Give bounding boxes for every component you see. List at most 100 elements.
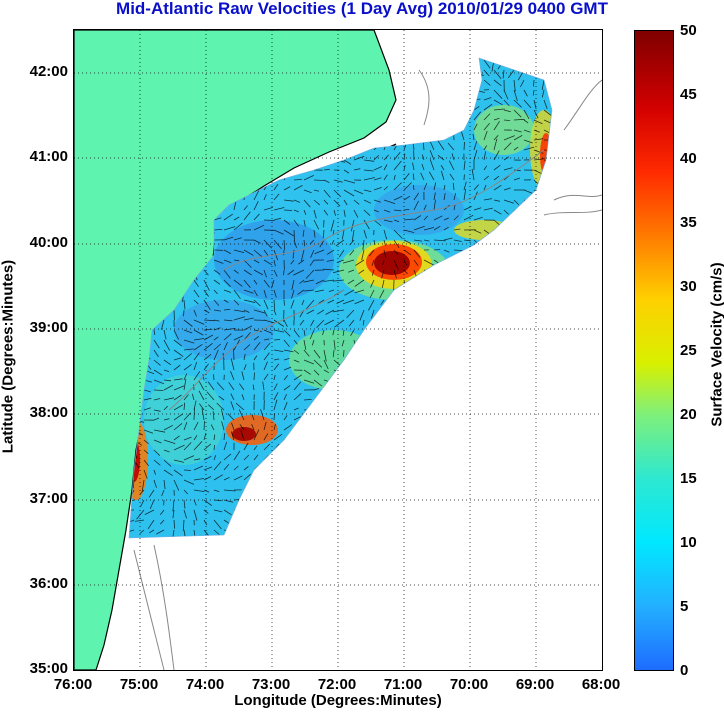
colorbar-tick-label: 40: [680, 150, 697, 167]
velocity-arrow: [363, 189, 372, 192]
velocity-arrow: [218, 395, 225, 401]
velocity-arrow: [243, 344, 251, 351]
velocity-arrow: [338, 529, 345, 532]
velocity-arrow: [423, 59, 430, 66]
velocity-arrow: [253, 224, 265, 231]
velocity-arrow: [403, 165, 406, 171]
velocity-arrow: [519, 489, 525, 498]
velocity-arrow: [193, 309, 197, 317]
velocity-arrow: [443, 289, 449, 295]
velocity-arrow: [230, 393, 235, 401]
velocity-arrow: [323, 369, 329, 374]
velocity-arrow: [361, 249, 365, 261]
velocity-arrow: [393, 379, 397, 391]
velocity-arrow: [553, 350, 554, 362]
velocity-arrow: [511, 259, 515, 267]
velocity-arrow: [172, 529, 175, 538]
velocity-arrow: [463, 85, 473, 91]
velocity-arrow: [503, 449, 513, 453]
velocity-arrow: [483, 409, 489, 421]
velocity-arrow: [153, 329, 156, 336]
velocity-arrow: [535, 269, 545, 277]
velocity-arrow: [243, 499, 253, 504]
velocity-arrow: [303, 169, 315, 171]
velocity-arrow: [453, 509, 465, 513]
velocity-arrow: [536, 277, 545, 281]
velocity-arrow: [203, 466, 213, 471]
velocity-arrow: [153, 389, 164, 391]
velocity-arrow: [393, 145, 397, 151]
velocity-arrow: [213, 374, 215, 381]
velocity-arrow: [373, 416, 379, 421]
velocity-arrow: [233, 450, 241, 461]
map-plot-area[interactable]: [73, 29, 603, 671]
velocity-arrow: [353, 469, 357, 475]
velocity-arrow: [463, 489, 474, 491]
velocity-arrow: [354, 299, 365, 305]
velocity-arrow: [381, 279, 385, 288]
colorbar-tick-label: 15: [680, 470, 697, 487]
velocity-arrow: [263, 479, 276, 482]
velocity-arrow: [347, 509, 355, 512]
velocity-arrow: [293, 239, 297, 248]
velocity-arrow: [403, 79, 413, 83]
velocity-arrow: [538, 59, 545, 66]
velocity-arrow: [203, 342, 213, 351]
velocity-arrow: [210, 424, 215, 431]
velocity-arrow: [443, 237, 453, 241]
velocity-arrow: [132, 479, 135, 489]
velocity-arrow: [503, 385, 509, 391]
velocity-arrow: [443, 86, 449, 91]
velocity-arrow: [307, 519, 315, 522]
velocity-arrow: [441, 402, 445, 411]
velocity-arrow: [303, 239, 306, 247]
velocity-arrow: [473, 141, 478, 151]
velocity-arrow: [263, 373, 269, 381]
velocity-arrow: [443, 259, 450, 263]
velocity-arrow: [511, 309, 515, 318]
velocity-arrow: [503, 167, 513, 171]
velocity-arrow: [493, 108, 505, 111]
velocity-arrow: [156, 529, 165, 535]
velocity-arrow: [273, 319, 285, 327]
velocity-arrow: [223, 519, 230, 524]
velocity-arrow: [483, 381, 489, 391]
velocity-arrow: [213, 309, 221, 312]
velocity-arrow: [483, 469, 494, 474]
velocity-arrow: [203, 299, 211, 311]
velocity-arrow: [183, 422, 188, 431]
velocity-arrow: [520, 239, 525, 246]
velocity-arrow: [253, 477, 261, 481]
velocity-arrow: [515, 259, 525, 264]
velocity-arrow: [233, 269, 239, 274]
velocity-arrow: [183, 509, 187, 519]
velocity-arrow: [551, 229, 552, 242]
velocity-arrow: [163, 479, 166, 490]
velocity-arrow: [159, 519, 165, 525]
velocity-arrow: [263, 309, 268, 317]
velocity-arrow: [453, 519, 462, 526]
velocity-arrow: [503, 109, 511, 113]
velocity-arrow: [433, 192, 436, 201]
velocity-arrow: [393, 479, 400, 487]
velocity-arrow: [393, 239, 400, 249]
velocity-arrow: [503, 426, 509, 431]
velocity-arrow: [497, 289, 505, 300]
velocity-arrow: [493, 164, 501, 171]
velocity-arrow: [463, 59, 471, 63]
velocity-arrow: [173, 394, 182, 401]
velocity-arrow: [353, 369, 362, 377]
velocity-arrow: [429, 403, 435, 411]
velocity-arrow: [503, 187, 511, 191]
velocity-arrow: [541, 89, 545, 98]
velocity-arrow: [537, 499, 545, 506]
velocity-arrow: [433, 108, 435, 121]
velocity-arrow: [293, 459, 303, 469]
velocity-arrow: [316, 319, 325, 328]
velocity-arrow: [153, 409, 161, 412]
velocity-arrow: [483, 499, 491, 507]
velocity-arrow: [251, 414, 255, 421]
velocity-arrow: [449, 173, 455, 181]
velocity-arrow: [139, 489, 145, 495]
velocity-arrow: [473, 309, 481, 317]
